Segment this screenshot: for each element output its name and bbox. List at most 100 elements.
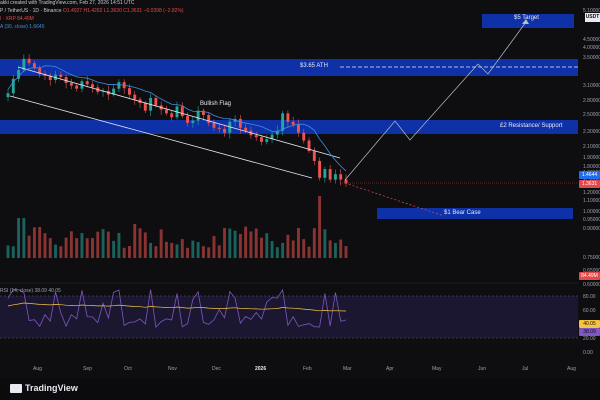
price-tag: 84.49M — [579, 272, 600, 280]
time-tick-label: Aug — [33, 366, 42, 372]
price-tick-label: 1.900000 — [583, 155, 600, 161]
quote-currency-badge[interactable]: USDT — [585, 13, 600, 22]
rsi-tag: 38.09 — [579, 328, 600, 336]
volume-bar — [281, 242, 285, 258]
volume-bar — [275, 247, 279, 258]
candle-body — [201, 110, 205, 115]
bear-projection-line — [344, 182, 445, 217]
volume-bar — [96, 231, 100, 258]
candle-body — [117, 82, 121, 89]
candle-body — [91, 84, 94, 88]
volume-bar — [133, 224, 137, 258]
volume-bar — [297, 228, 300, 258]
candle-body — [328, 169, 332, 180]
symbol-legend[interactable]: P / TetherUS · 1D · Binance O1.4027 H1.4… — [0, 8, 184, 14]
volume-bar — [69, 231, 73, 258]
volume-bar — [64, 237, 68, 258]
rsi-line — [7, 288, 347, 328]
volume-bar — [117, 232, 121, 258]
volume-bar — [75, 238, 79, 258]
candle-body — [143, 102, 147, 111]
volume-bar — [333, 242, 337, 258]
candle-body — [339, 174, 343, 180]
author-line: akki created with TradingView.com, Feb 2… — [0, 0, 135, 6]
bear-case-zone[interactable] — [377, 208, 573, 219]
candle-body — [69, 82, 73, 86]
price-tag: 1.3631 — [579, 180, 600, 188]
target-label: $5 Target — [514, 15, 539, 21]
time-tick-label: Apr — [386, 366, 394, 372]
price-tick-label: 4.000000 — [583, 45, 600, 51]
volume-bar — [91, 238, 94, 258]
volume-bar — [318, 196, 322, 258]
price-tick-label: 1.000000 — [583, 209, 600, 215]
candle-body — [38, 67, 42, 74]
flag-lower-line — [9, 95, 313, 179]
volume-bars — [6, 196, 348, 258]
time-tick-label: Nov — [168, 366, 177, 372]
volume-bar — [85, 238, 89, 258]
volume-bar — [196, 242, 200, 258]
ath-zone[interactable] — [0, 59, 578, 76]
volume-bar — [270, 241, 274, 258]
price-tick-label: 0.650000 — [583, 268, 600, 274]
volume-bar — [38, 226, 42, 258]
price-tick-label: 5.100000 — [583, 8, 600, 14]
volume-bar — [17, 218, 21, 258]
volume-bar — [207, 247, 211, 258]
price-chart[interactable] — [0, 0, 578, 366]
ma-legend[interactable]: A (30, close) 1.6645 — [0, 24, 45, 30]
time-tick-label: Aug — [567, 366, 576, 372]
time-tick-label: Oct — [124, 366, 132, 372]
candle-body — [265, 139, 269, 142]
price-tick-label: 0.600000 — [583, 282, 600, 288]
candle-body — [112, 88, 116, 95]
volume-bar — [191, 240, 195, 258]
candle-body — [217, 127, 221, 129]
volume-bar — [212, 236, 216, 258]
target-zone[interactable] — [482, 14, 574, 28]
candle-body — [333, 174, 337, 180]
volume-bar — [217, 245, 221, 258]
candle-body — [275, 130, 279, 135]
candle-body — [6, 93, 10, 98]
volume-bar — [180, 239, 184, 258]
price-tick-label: 2.800000 — [583, 98, 600, 104]
rsi-tick-label: 80.00 — [583, 294, 596, 300]
volume-bar — [80, 233, 84, 258]
resistance-label: £2 Resistance/ Support — [500, 123, 563, 129]
candle-body — [27, 58, 31, 64]
volume-bar — [11, 246, 15, 258]
volume-bar — [260, 237, 263, 258]
time-tick-label: Sep — [83, 366, 92, 372]
candle-body — [254, 135, 258, 138]
volume-bar — [54, 244, 57, 258]
candle-body — [154, 97, 158, 106]
volume-bar — [186, 247, 190, 258]
candle-body — [32, 63, 36, 68]
candle-body — [344, 179, 348, 184]
bullish-flag-label: Bullish Flag — [200, 101, 232, 107]
volume-legend[interactable]: l · XRP 84.49M — [0, 16, 34, 22]
rsi-legend[interactable]: RSI (14, close) 38.09 40.05 — [0, 288, 61, 294]
candle-body — [133, 94, 137, 100]
volume-bar — [233, 230, 237, 258]
candle-body — [164, 109, 168, 114]
volume-bar — [22, 218, 26, 258]
candle-body — [323, 169, 327, 178]
volume-bar — [291, 240, 295, 258]
candle-body — [196, 110, 200, 121]
time-tick-label: Feb — [303, 366, 312, 372]
volume-bar — [143, 232, 147, 258]
volume-bar — [312, 228, 316, 258]
candle-body — [302, 132, 306, 141]
price-tick-label: 1.100000 — [583, 198, 600, 204]
candle-body — [223, 128, 226, 133]
rsi-ma-line — [7, 302, 347, 312]
candle-body — [260, 137, 263, 142]
candle-body — [180, 106, 184, 117]
volume-bar — [154, 246, 158, 258]
price-tick-label: 1.400000 — [583, 176, 600, 182]
tradingview-logo[interactable]: TradingView — [10, 383, 78, 393]
